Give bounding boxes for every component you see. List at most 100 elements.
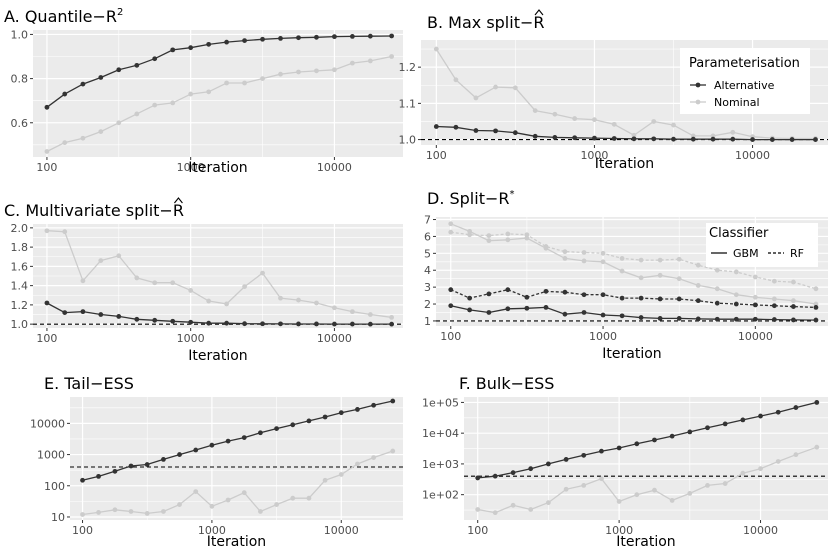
x-axis-title: Iteration [616, 534, 675, 550]
data-point [278, 321, 283, 327]
legend-title: Classifier [709, 226, 769, 241]
data-point [657, 272, 663, 278]
x-tick-label: 100 [72, 524, 93, 537]
legend-background [680, 48, 810, 114]
data-point [581, 258, 587, 264]
data-point [98, 75, 104, 80]
data-point [619, 268, 625, 274]
data-point [367, 33, 373, 39]
data-point [486, 310, 492, 315]
data-point [367, 312, 373, 317]
data-point [448, 287, 454, 293]
x-axis-title: Iteration [602, 346, 661, 362]
data-point [581, 292, 587, 298]
data-point [355, 461, 360, 467]
data-point [528, 507, 534, 512]
panel-background [464, 397, 828, 520]
data-point [322, 414, 328, 420]
data-point [290, 422, 296, 428]
data-point [80, 477, 85, 483]
panel-F: 100 1000 10000 1e+02 1e+03 1e+04 1e+05F. Bulk−… [422, 374, 828, 550]
data-point [44, 149, 50, 154]
y-tick-label: 1.0 [399, 134, 417, 147]
data-point [170, 47, 176, 53]
data-point [676, 276, 682, 282]
data-point [80, 81, 86, 87]
data-point [775, 409, 781, 415]
y-tick-label: 1.2 [11, 299, 29, 312]
data-point [733, 292, 739, 298]
data-point [581, 310, 587, 315]
series-line-alternative [477, 401, 817, 479]
data-point [563, 457, 569, 462]
data-point [730, 136, 736, 142]
data-point [112, 507, 118, 513]
y-tick-label: 1000 [37, 449, 65, 462]
data-point [349, 309, 355, 315]
data-point [453, 77, 459, 83]
data-point [543, 244, 549, 249]
data-point [473, 128, 479, 133]
data-point [161, 457, 166, 462]
data-point [510, 470, 516, 476]
data-point [224, 80, 229, 86]
series-line-nominal-rf [450, 231, 817, 290]
data-point [332, 34, 337, 40]
data-point [152, 317, 158, 323]
x-axis-title: Iteration [207, 534, 266, 550]
data-point [695, 298, 701, 304]
data-point [98, 129, 104, 135]
data-point [448, 229, 454, 235]
data-point [651, 119, 657, 124]
y-tick-label: 1.2 [399, 61, 417, 74]
panel-title: B. Max split−R [427, 13, 545, 32]
data-point [278, 35, 283, 41]
data-point [733, 316, 739, 322]
data-point [209, 442, 215, 448]
data-point [600, 259, 606, 265]
data-point [188, 319, 194, 325]
hat-accent [174, 197, 183, 204]
data-point [652, 437, 657, 443]
data-point [62, 310, 68, 315]
data-point [296, 35, 301, 41]
panel-title: E. Tail−ESS [44, 374, 134, 393]
data-point [332, 321, 337, 327]
data-point [638, 315, 644, 320]
data-point [775, 459, 781, 464]
data-point [486, 238, 492, 244]
data-point [524, 232, 530, 238]
data-point [188, 288, 194, 293]
data-point [505, 306, 511, 312]
data-point [170, 280, 176, 286]
data-point [134, 316, 140, 322]
y-tick-label: 6 [424, 230, 431, 243]
data-point [545, 500, 551, 506]
data-point [314, 321, 319, 327]
data-point [96, 473, 101, 479]
data-point [581, 483, 587, 488]
data-point [752, 274, 758, 280]
data-point [563, 486, 569, 492]
data-point [638, 257, 644, 263]
data-point [80, 135, 86, 141]
x-tick-label: 1000 [580, 149, 608, 162]
panel-C: 100 1000 10000 1.0 1.2 1.4 1.6 1.8 2.0 C. Multiva… [4, 197, 403, 364]
data-point [634, 492, 640, 498]
data-point [62, 140, 68, 146]
series-line-nominal [82, 450, 394, 516]
data-point [98, 312, 104, 317]
y-tick-label: 1.0 [11, 28, 29, 41]
data-point [225, 497, 231, 503]
data-point [510, 502, 516, 508]
series-line-alternative [436, 125, 816, 141]
data-point [188, 45, 194, 51]
data-point [771, 303, 777, 309]
x-tick-label: 1000 [589, 330, 617, 343]
data-point [278, 295, 283, 301]
data-point [619, 313, 625, 319]
data-point [695, 262, 701, 268]
data-point [616, 445, 622, 451]
data-point [505, 287, 511, 293]
data-point [651, 136, 657, 142]
